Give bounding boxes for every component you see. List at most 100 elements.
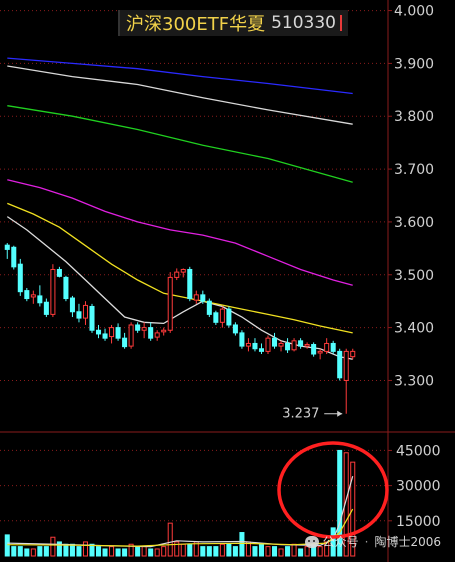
price-tick-label: 4.000	[394, 4, 434, 20]
candle	[304, 342, 310, 349]
price-tick-label: 3.300	[394, 373, 434, 389]
candle-body	[4, 244, 10, 250]
candle	[17, 258, 23, 296]
candle-body	[324, 342, 330, 352]
candle	[167, 272, 173, 333]
ma-line	[7, 57, 353, 95]
candle-body	[76, 311, 82, 319]
volume-bar	[122, 548, 128, 557]
candle	[206, 298, 212, 318]
candle	[11, 245, 17, 270]
volume-bar	[174, 541, 180, 557]
watermark-left: 公众号	[322, 535, 359, 549]
volume-bar	[95, 546, 102, 557]
candle-body	[258, 348, 265, 352]
candle-body	[174, 271, 180, 278]
candle	[102, 328, 108, 341]
candle-body	[219, 308, 225, 323]
ma-line	[6, 216, 353, 360]
candle	[128, 322, 134, 349]
candle	[330, 340, 336, 355]
ma-line	[7, 105, 353, 183]
price-tick-label: 3.400	[394, 321, 434, 337]
candle-body	[337, 350, 343, 379]
volume-bar	[271, 546, 278, 557]
candle	[245, 338, 251, 352]
candle	[122, 332, 128, 349]
candle-body	[37, 295, 43, 304]
candle-body	[245, 342, 251, 347]
volume-bar	[109, 546, 115, 557]
highlight-circle	[277, 441, 389, 539]
candle	[298, 338, 304, 349]
volume-bar	[278, 548, 284, 557]
candle-body	[154, 332, 160, 338]
watermark-separator: ·	[364, 534, 369, 549]
candle-body	[232, 324, 238, 334]
volume-bar	[69, 543, 75, 557]
candle-body	[180, 268, 186, 273]
candle-body	[187, 268, 193, 300]
volume-bar	[298, 548, 304, 557]
volume-bar	[330, 527, 336, 557]
candle-body	[82, 304, 89, 319]
candle-body	[291, 340, 297, 351]
volume-bar	[232, 546, 238, 557]
candle-body	[161, 329, 167, 333]
candle-body	[102, 333, 108, 339]
candle-body	[193, 294, 199, 301]
candle-body	[278, 342, 284, 347]
candle	[50, 264, 56, 318]
candle	[337, 348, 343, 381]
candle-body	[304, 344, 310, 347]
candle-body	[69, 297, 75, 313]
candle	[291, 338, 297, 352]
low-price-arrowhead	[337, 410, 343, 417]
candle	[324, 338, 330, 355]
volume-bar	[82, 541, 89, 557]
candle	[154, 330, 160, 341]
volume-bar	[11, 546, 17, 557]
volume-bar	[4, 534, 10, 557]
volume-bar	[141, 546, 147, 557]
volume-bar	[115, 548, 121, 557]
candle	[258, 343, 265, 355]
volume-ma-line	[7, 508, 354, 547]
candle	[226, 306, 232, 328]
volume-bar	[180, 543, 186, 557]
price-tick-label: 3.700	[394, 162, 434, 178]
candle-body	[343, 350, 349, 381]
security-code: 510330	[271, 13, 336, 33]
candle	[265, 335, 271, 355]
candle	[278, 340, 284, 352]
volume-bar	[135, 546, 141, 557]
candle	[343, 348, 349, 414]
candle	[89, 303, 95, 333]
candle	[311, 342, 317, 357]
candle	[193, 290, 199, 304]
candle-body	[89, 305, 95, 331]
candle	[63, 275, 69, 302]
volume-bar	[148, 548, 154, 557]
candle-body	[95, 329, 102, 335]
volume-bar	[317, 546, 323, 557]
candle-body	[167, 276, 173, 331]
candle	[69, 295, 75, 318]
candle-body	[200, 294, 206, 302]
volume-bar	[291, 543, 297, 557]
candle-body	[206, 300, 212, 315]
volume-bar	[161, 546, 167, 557]
candle	[239, 330, 245, 349]
candle	[285, 338, 291, 353]
price-tick-label: 3.600	[394, 215, 434, 231]
annotations: 3.237	[277, 407, 389, 539]
volume-bar	[89, 543, 95, 557]
volume-bar	[206, 546, 212, 557]
candle-body	[128, 324, 134, 347]
candle	[43, 298, 49, 318]
ma-line	[7, 202, 353, 334]
candle	[271, 332, 278, 349]
candle-body	[17, 263, 23, 293]
candle	[82, 301, 89, 325]
candle	[30, 290, 36, 304]
